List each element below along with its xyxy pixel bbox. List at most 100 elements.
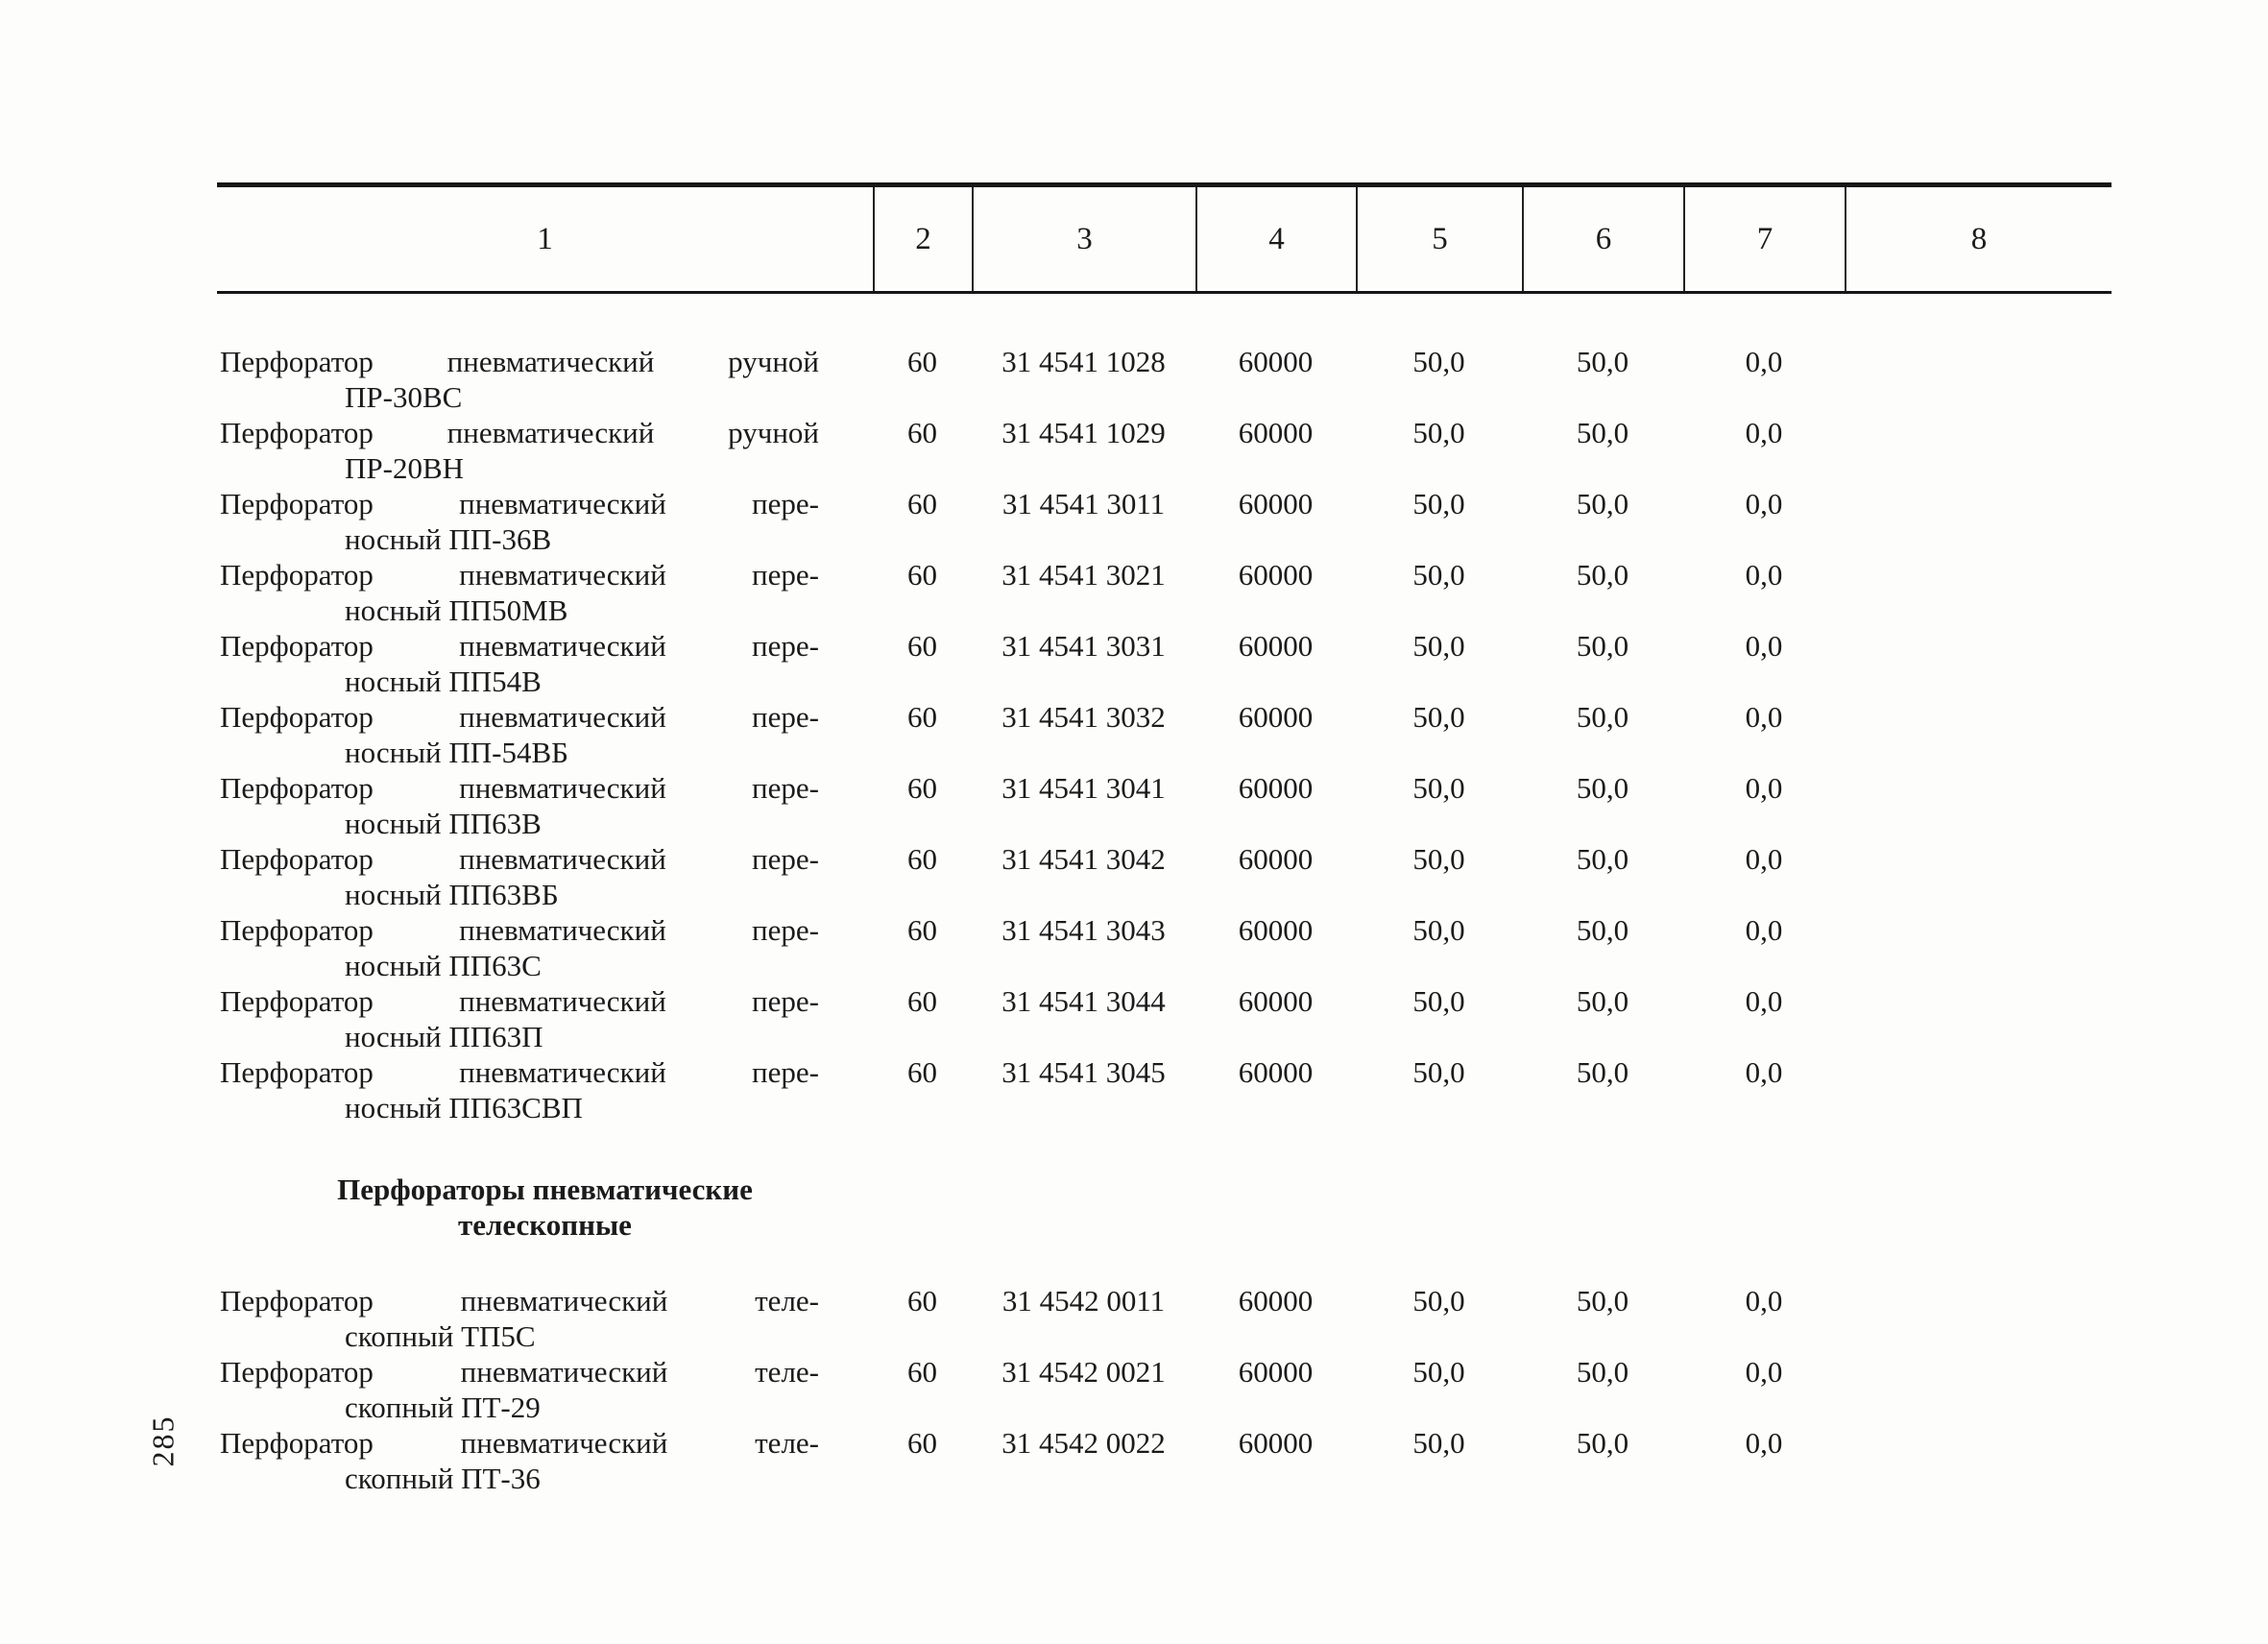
table-row: Перфоратор пневматический теле- скопный … [217,1354,2111,1425]
table-row: Перфоратор пневматический теле- скопный … [217,1425,2111,1496]
equipment-name-line2: носный ПП63СВП [345,1091,583,1124]
equipment-name-line2: скопный ПТ-36 [345,1462,541,1495]
column-2-value: 60 [907,913,937,947]
equipment-name-cell: Перфоратор пневматический пере- носный П… [217,1054,873,1125]
equipment-name-line1: Перфоратор пневматический пере- [220,629,819,663]
column-5-value: 50,0 [1412,558,1465,592]
equipment-code: 31 4541 3042 [1001,842,1166,876]
equipment-code: 31 4541 1028 [1001,345,1166,378]
equipment-name-cell: Перфоратор пневматический ручной ПР-30ВС [217,344,873,415]
column-6-value: 50,0 [1576,416,1629,449]
column-7-value: 0,0 [1745,700,1783,734]
column-6-value: 50,0 [1576,842,1629,876]
equipment-code: 31 4541 3021 [1001,558,1166,592]
column-7-value: 0,0 [1745,842,1783,876]
section-heading-line1: Перфораторы пневматические [337,1173,753,1206]
equipment-name-cell: Перфоратор пневматический теле- скопный … [217,1425,873,1496]
equipment-code: 31 4541 1029 [1001,416,1166,449]
column-4-value: 60000 [1238,984,1314,1018]
column-5-value: 50,0 [1412,1355,1465,1389]
equipment-code: 31 4542 0021 [1001,1355,1166,1389]
equipment-code: 31 4542 0022 [1001,1426,1166,1460]
equipment-name-line2: носный ПП50МВ [345,593,568,627]
equipment-name-cell: Перфоратор пневматический ручной ПР-20ВН [217,415,873,486]
equipment-name-line1: Перфоратор пневматический пере- [220,487,819,520]
column-5-value: 50,0 [1412,700,1465,734]
column-header: 1 [537,221,553,256]
column-4-value: 60000 [1238,771,1314,805]
column-4-value: 60000 [1238,629,1314,663]
column-2-value: 60 [907,487,937,520]
column-2-value: 60 [907,842,937,876]
equipment-name-cell: Перфоратор пневматический пере- носный П… [217,557,873,628]
column-6-value: 50,0 [1576,1355,1629,1389]
table-row: Перфоратор пневматический ручной ПР-20ВН… [217,415,2111,486]
column-4-value: 60000 [1238,842,1314,876]
column-2-value: 60 [907,558,937,592]
column-6-value: 50,0 [1576,913,1629,947]
equipment-code: 31 4541 3044 [1001,984,1166,1018]
column-header: 3 [972,187,1195,291]
column-4-value: 60000 [1238,558,1314,592]
equipment-name-line1: Перфоратор пневматический пере- [220,558,819,592]
column-header: 2 [873,187,972,291]
equipment-name-line1: Перфоратор пневматический ручной [220,416,819,449]
column-header: 8 [1845,187,2111,291]
equipment-name-line1: Перфоратор пневматический пере- [220,771,819,805]
equipment-name-line1: Перфоратор пневматический теле- [220,1355,819,1389]
table-row: Перфоратор пневматический пере- носный П… [217,983,2111,1054]
table-row: Перфоратор пневматический пере- носный П… [217,912,2111,983]
equipment-code: 31 4541 3043 [1001,913,1166,947]
equipment-name-line2: ПР-30ВС [345,380,463,414]
column-6-value: 50,0 [1576,558,1629,592]
equipment-code: 31 4541 3032 [1001,700,1166,734]
column-2-value: 60 [907,700,937,734]
column-2-value: 60 [907,416,937,449]
equipment-name-cell: Перфоратор пневматический пере- носный П… [217,770,873,841]
column-2-value: 60 [907,771,937,805]
equipment-code: 31 4541 3045 [1001,1055,1166,1089]
column-5-value: 50,0 [1412,416,1465,449]
equipment-name-line1: Перфоратор пневматический теле- [220,1426,819,1460]
table-row: Перфоратор пневматический пере- носный П… [217,699,2111,770]
column-7-value: 0,0 [1745,345,1783,378]
column-7-value: 0,0 [1745,984,1783,1018]
column-7-value: 0,0 [1745,1355,1783,1389]
column-6-value: 50,0 [1576,984,1629,1018]
column-2-value: 60 [907,1426,937,1460]
column-5-value: 50,0 [1412,1426,1465,1460]
column-4-value: 60000 [1238,700,1314,734]
equipment-name-cell: Перфоратор пневматический пере- носный П… [217,983,873,1054]
table-row: Перфоратор пневматический пере- носный П… [217,1054,2111,1125]
page-number: 285 [145,1414,181,1467]
equipment-name-line2: скопный ПТ-29 [345,1390,541,1424]
column-7-value: 0,0 [1745,487,1783,520]
column-7-value: 0,0 [1745,416,1783,449]
equipment-code: 31 4541 3041 [1001,771,1166,805]
column-5-value: 50,0 [1412,913,1465,947]
equipment-name-cell: Перфоратор пневматический пере- носный П… [217,699,873,770]
column-header: 5 [1356,187,1522,291]
column-4-value: 60000 [1238,1355,1314,1389]
equipment-name-cell: Перфоратор пневматический пере- носный П… [217,486,873,557]
column-7-value: 0,0 [1745,1284,1783,1318]
column-6-value: 50,0 [1576,1055,1629,1089]
equipment-name-line1: Перфоратор пневматический пере- [220,842,819,876]
column-7-value: 0,0 [1745,1426,1783,1460]
column-header: 4 [1195,187,1356,291]
column-6-value: 50,0 [1576,1284,1629,1318]
column-4-value: 60000 [1238,1055,1314,1089]
column-6-value: 50,0 [1576,345,1629,378]
table-body: Перфоратор пневматический ручной ПР-30ВС… [217,344,2111,1496]
column-5-value: 50,0 [1412,771,1465,805]
equipment-name-line2: носный ПП63С [345,949,542,982]
column-2-value: 60 [907,1284,937,1318]
equipment-name-line2: ПР-20ВН [345,451,465,485]
column-4-value: 60000 [1238,1284,1314,1318]
table-row: Перфоратор пневматический пере- носный П… [217,770,2111,841]
column-4-value: 60000 [1238,487,1314,520]
column-6-value: 50,0 [1576,700,1629,734]
column-7-value: 0,0 [1745,913,1783,947]
equipment-name-line2: носный ПП63ВБ [345,878,559,911]
